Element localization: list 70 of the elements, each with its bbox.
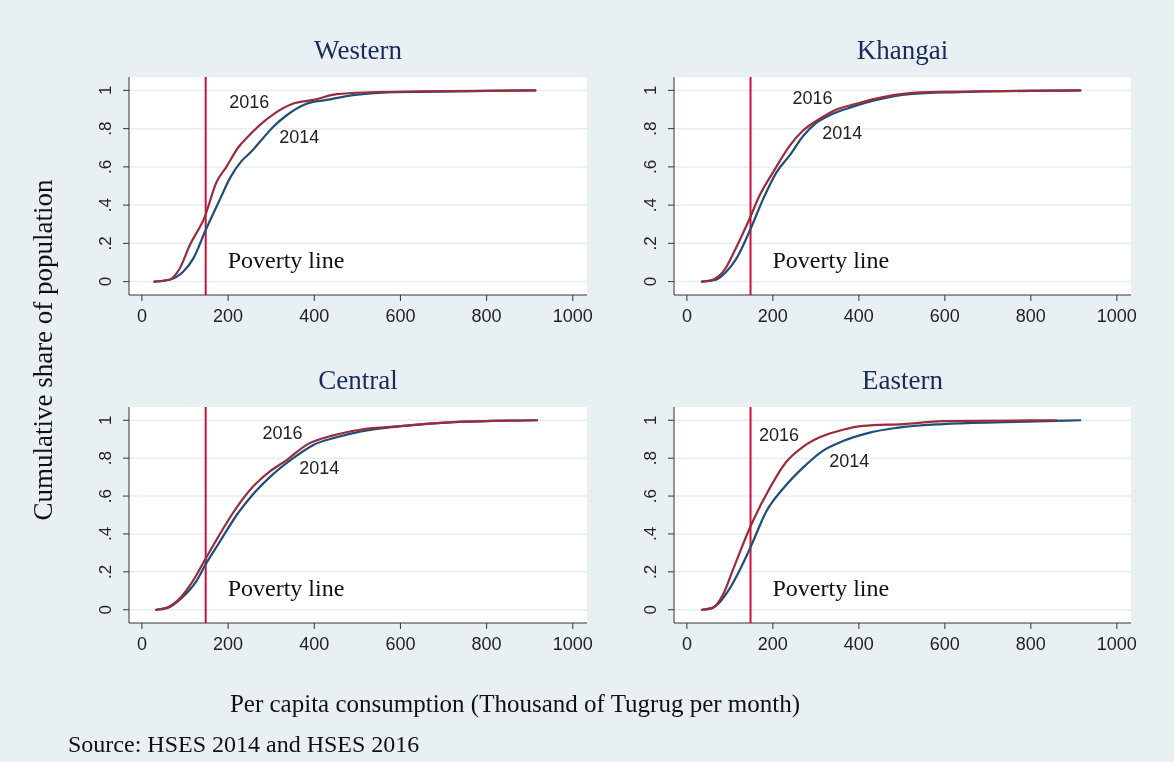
x-tick-label: 400	[299, 634, 330, 654]
y-tick-label: .2	[96, 236, 115, 251]
x-tick-label: 0	[136, 634, 147, 654]
line-series	[700, 89, 1082, 283]
y-tick-label: .6	[641, 159, 660, 174]
ref-line-label: Poverty line	[772, 575, 890, 602]
y-tick-label: .4	[641, 198, 660, 213]
series-label: 2014	[299, 458, 340, 479]
x-tick-label: 800	[1015, 634, 1046, 654]
y-tick-label: .2	[641, 236, 660, 251]
y-tick-label: .4	[641, 526, 660, 542]
x-tick-label: 200	[213, 306, 244, 326]
y-tick-label: .8	[641, 451, 660, 466]
y-tick-label: .4	[96, 526, 115, 542]
ref-line-label: Poverty line	[772, 247, 890, 274]
x-tick-label: 0	[681, 306, 692, 326]
chart-title: Western	[314, 35, 403, 65]
y-tick-label: 0	[641, 276, 660, 287]
x-tick-label: 200	[757, 634, 788, 654]
x-tick-label: 1000	[552, 306, 593, 326]
line-series	[153, 89, 537, 283]
x-tick-label: 200	[213, 634, 244, 654]
y-tick-label: 1	[96, 415, 115, 425]
series-label: 2016	[229, 92, 270, 113]
x-tick-label: 600	[929, 306, 960, 326]
y-tick-label: .6	[641, 488, 660, 504]
y-tick-label: .6	[96, 488, 115, 504]
y-tick-label: .8	[641, 121, 660, 136]
x-tick-label: 1000	[1096, 306, 1137, 326]
x-tick-label: 400	[299, 306, 330, 326]
series-label: 2014	[279, 126, 320, 147]
chart-title: Eastern	[862, 365, 944, 395]
series-label: 2016	[262, 422, 303, 443]
x-tick-label: 1000	[1096, 634, 1137, 654]
y-axis-title: Cumulative share of population	[28, 178, 58, 521]
y-tick-label: 1	[641, 85, 660, 96]
line-series	[155, 419, 539, 611]
series-label: 2014	[829, 450, 870, 471]
x-tick-label: 400	[843, 634, 874, 654]
chart-title: Central	[318, 365, 398, 395]
x-tick-label: 1000	[552, 634, 593, 654]
x-tick-label: 600	[929, 634, 960, 654]
ref-line-label: Poverty line	[227, 247, 345, 274]
x-tick-label: 400	[843, 306, 874, 326]
x-tick-label: 200	[757, 306, 788, 326]
y-tick-label: 1	[96, 85, 115, 96]
x-tick-label: 800	[471, 634, 502, 654]
x-tick-label: 800	[471, 306, 502, 326]
y-tick-label: .2	[96, 564, 115, 579]
y-tick-label: 0	[96, 276, 115, 287]
y-tick-label: 1	[641, 415, 660, 425]
y-tick-label: 0	[641, 605, 660, 615]
series-label: 2016	[792, 87, 833, 108]
x-tick-label: 800	[1015, 306, 1046, 326]
y-tick-label: .4	[96, 198, 115, 213]
x-tick-label: 600	[385, 306, 416, 326]
y-tick-label: .8	[96, 121, 115, 136]
y-tick-label: .8	[96, 451, 115, 466]
x-tick-label: 600	[385, 634, 416, 654]
source-note: Source: HSES 2014 and HSES 2016	[68, 731, 420, 757]
x-tick-label: 0	[681, 634, 692, 654]
y-tick-label: 0	[96, 605, 115, 615]
x-tick-label: 0	[136, 306, 147, 326]
ref-line-label: Poverty line	[227, 575, 345, 602]
y-tick-label: .2	[641, 564, 660, 579]
x-axis-title: Per capita consumption (Thousand of Tugrug per month)	[229, 690, 801, 718]
series-label: 2016	[758, 424, 799, 445]
series-label: 2014	[822, 122, 863, 143]
chart-title: Khangai	[856, 35, 949, 65]
y-tick-label: .6	[96, 159, 115, 174]
